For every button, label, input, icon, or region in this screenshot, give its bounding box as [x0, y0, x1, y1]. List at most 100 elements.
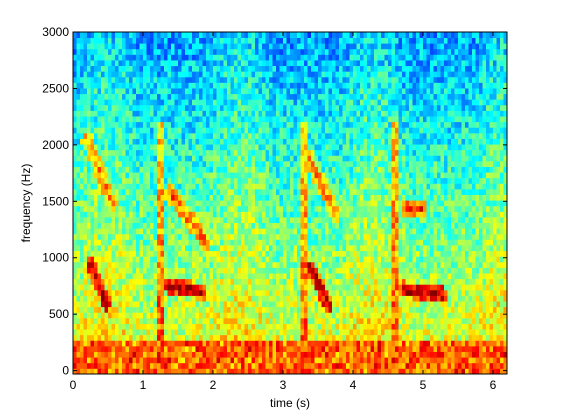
heatmap-cell	[311, 301, 315, 308]
heatmap-cell	[129, 301, 133, 308]
heatmap-cell	[174, 239, 179, 246]
heatmap-cell	[307, 37, 312, 44]
heatmap-cell	[115, 172, 119, 179]
heatmap-cell	[87, 54, 91, 61]
heatmap-cell	[283, 82, 287, 89]
heatmap-cell	[87, 127, 91, 134]
heatmap-cell	[300, 82, 305, 89]
heatmap-cell	[237, 345, 242, 352]
heatmap-cell	[311, 256, 315, 263]
heatmap-cell	[332, 127, 336, 134]
heatmap-cell	[108, 228, 112, 235]
heatmap-cell	[136, 65, 140, 72]
heatmap-cell	[321, 284, 326, 291]
heatmap-cell	[272, 205, 277, 212]
heatmap-cell	[311, 60, 315, 67]
heatmap-cell	[111, 104, 116, 111]
heatmap-cell	[199, 273, 203, 280]
heatmap-cell	[230, 172, 235, 179]
heatmap-cell	[181, 351, 186, 358]
heatmap-cell	[178, 99, 182, 106]
heatmap-cell	[101, 93, 105, 100]
heatmap-cell	[307, 261, 312, 268]
heatmap-cell	[241, 76, 245, 83]
heatmap-cell	[293, 284, 298, 291]
heatmap-cell	[353, 301, 357, 308]
heatmap-cell	[342, 312, 347, 319]
heatmap-cell	[293, 368, 298, 375]
heatmap-cell	[206, 256, 210, 263]
heatmap-cell	[332, 160, 336, 167]
heatmap-cell	[255, 256, 259, 263]
heatmap-cell	[272, 54, 277, 61]
heatmap-cell	[164, 200, 168, 207]
heatmap-cell	[276, 357, 280, 364]
heatmap-cell	[318, 205, 322, 212]
heatmap-cell	[167, 200, 172, 207]
heatmap-cell	[164, 104, 168, 111]
heatmap-cell	[125, 340, 130, 347]
heatmap-cell	[104, 188, 109, 195]
heatmap-cell	[342, 278, 347, 285]
heatmap-cell	[209, 228, 214, 235]
heatmap-cell	[272, 93, 277, 100]
heatmap-cell	[269, 48, 273, 55]
heatmap-cell	[230, 345, 235, 352]
heatmap-cell	[300, 261, 305, 268]
heatmap-cell	[356, 261, 361, 268]
heatmap-cell	[346, 60, 350, 67]
heatmap-cell	[132, 54, 137, 61]
heatmap-cell	[353, 239, 357, 246]
heatmap-cell	[290, 121, 294, 128]
heatmap-cell	[335, 149, 340, 156]
heatmap-cell	[244, 329, 249, 336]
heatmap-cell	[262, 362, 266, 369]
heatmap-cell	[83, 306, 88, 313]
heatmap-cell	[328, 93, 333, 100]
heatmap-cell	[262, 357, 266, 364]
heatmap-cell	[174, 43, 179, 50]
heatmap-cell	[346, 200, 350, 207]
heatmap-cell	[321, 76, 326, 83]
heatmap-cell	[136, 317, 140, 324]
heatmap-cell	[192, 205, 196, 212]
heatmap-cell	[83, 211, 88, 218]
heatmap-cell	[356, 211, 361, 218]
heatmap-cell	[87, 144, 91, 151]
heatmap-cell	[272, 233, 277, 240]
heatmap-cell	[111, 99, 116, 106]
heatmap-cell	[199, 76, 203, 83]
heatmap-cell	[255, 116, 259, 123]
heatmap-cell	[314, 273, 319, 280]
heatmap-cell	[293, 273, 298, 280]
heatmap-cell	[244, 357, 249, 364]
heatmap-cell	[171, 194, 175, 201]
heatmap-cell	[97, 340, 102, 347]
heatmap-cell	[230, 301, 235, 308]
heatmap-cell	[220, 160, 224, 167]
heatmap-cell	[321, 295, 326, 302]
heatmap-cell	[213, 205, 217, 212]
heatmap-cell	[139, 345, 144, 352]
heatmap-cell	[213, 278, 217, 285]
heatmap-cell	[307, 160, 312, 167]
heatmap-cell	[300, 334, 305, 341]
heatmap-cell	[136, 116, 140, 123]
heatmap-cell	[227, 188, 231, 195]
heatmap-cell	[283, 65, 287, 72]
heatmap-cell	[332, 261, 336, 268]
heatmap-cell	[118, 357, 123, 364]
heatmap-cell	[272, 239, 277, 246]
heatmap-cell	[90, 132, 95, 139]
heatmap-cell	[171, 76, 175, 83]
heatmap-cell	[349, 306, 354, 313]
heatmap-cell	[300, 284, 305, 291]
heatmap-cell	[108, 116, 112, 123]
heatmap-cell	[314, 217, 319, 224]
heatmap-cell	[181, 160, 186, 167]
heatmap-cell	[213, 144, 217, 151]
heatmap-cell	[115, 188, 119, 195]
heatmap-cell	[220, 357, 224, 364]
heatmap-cell	[241, 222, 245, 229]
heatmap-cell	[209, 357, 214, 364]
